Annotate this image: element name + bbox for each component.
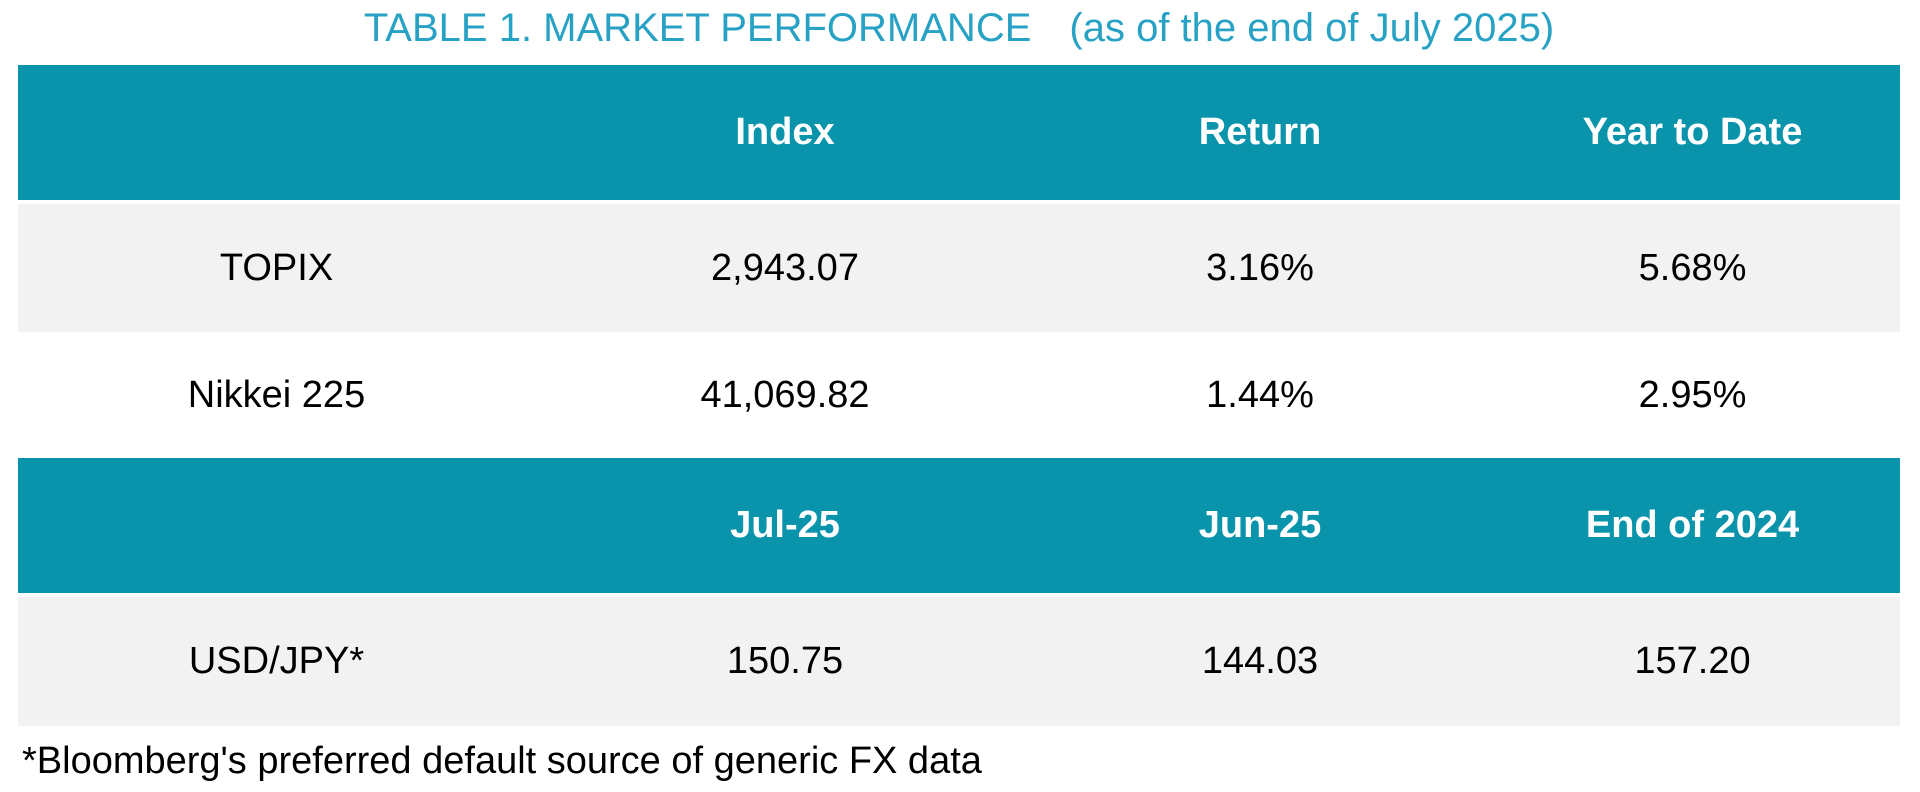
usdjpy-jul25-value: 150.75 xyxy=(726,640,844,682)
usdjpy-jun25-value: 144.03 xyxy=(1201,640,1319,682)
topix-index-value: 2,943.07 xyxy=(711,246,859,289)
table2-header-jun25: Jun-25 xyxy=(1198,504,1322,546)
table2-header-blank-cell xyxy=(18,458,535,593)
table1-header-year-to-date: Year to Date xyxy=(1582,111,1803,153)
table2-header-end-of-2024: End of 2024 xyxy=(1585,504,1800,546)
table1-header-row: Index Return Year to Date xyxy=(18,65,1900,200)
table2-header-jul25: Jul-25 xyxy=(730,504,840,546)
table2-header-row: Jul-25 Jun-25 End of 2024 xyxy=(18,458,1900,593)
table-row-usdjpy: USD/JPY* 150.75 144.03 157.20 xyxy=(18,597,1900,726)
nikkei-return-value: 1.44% xyxy=(1206,373,1314,416)
table1-header-blank-cell xyxy=(18,65,535,200)
market-performance-table: Index Return Year to Date TOPIX 2,943.07… xyxy=(18,65,1900,726)
table1-header-return: Return xyxy=(1198,111,1322,153)
table-row-nikkei: Nikkei 225 41,069.82 1.44% 2.95% xyxy=(18,332,1900,458)
table-row-topix: TOPIX 2,943.07 3.16% 5.68% xyxy=(18,204,1900,332)
table-title-suffix: (as of the end of July 2025) xyxy=(1069,6,1555,50)
table-title-main: TABLE 1. MARKET PERFORMANCE xyxy=(363,6,1032,50)
usdjpy-end2024-value: 157.20 xyxy=(1634,640,1751,682)
nikkei-index-value: 41,069.82 xyxy=(700,373,870,416)
footnote-text: *Bloomberg's preferred default source of… xyxy=(22,740,982,782)
table1-header-index: Index xyxy=(735,111,835,153)
row-label-usdjpy: USD/JPY* xyxy=(188,640,365,682)
topix-ytd-value: 5.68% xyxy=(1638,246,1747,289)
row-label-nikkei: Nikkei 225 xyxy=(187,373,366,416)
nikkei-ytd-value: 2.95% xyxy=(1638,373,1747,416)
table-title: TABLE 1. MARKET PERFORMANCE (as of the en… xyxy=(18,6,1900,51)
topix-return-value: 3.16% xyxy=(1206,246,1314,289)
row-label-topix: TOPIX xyxy=(219,246,334,289)
